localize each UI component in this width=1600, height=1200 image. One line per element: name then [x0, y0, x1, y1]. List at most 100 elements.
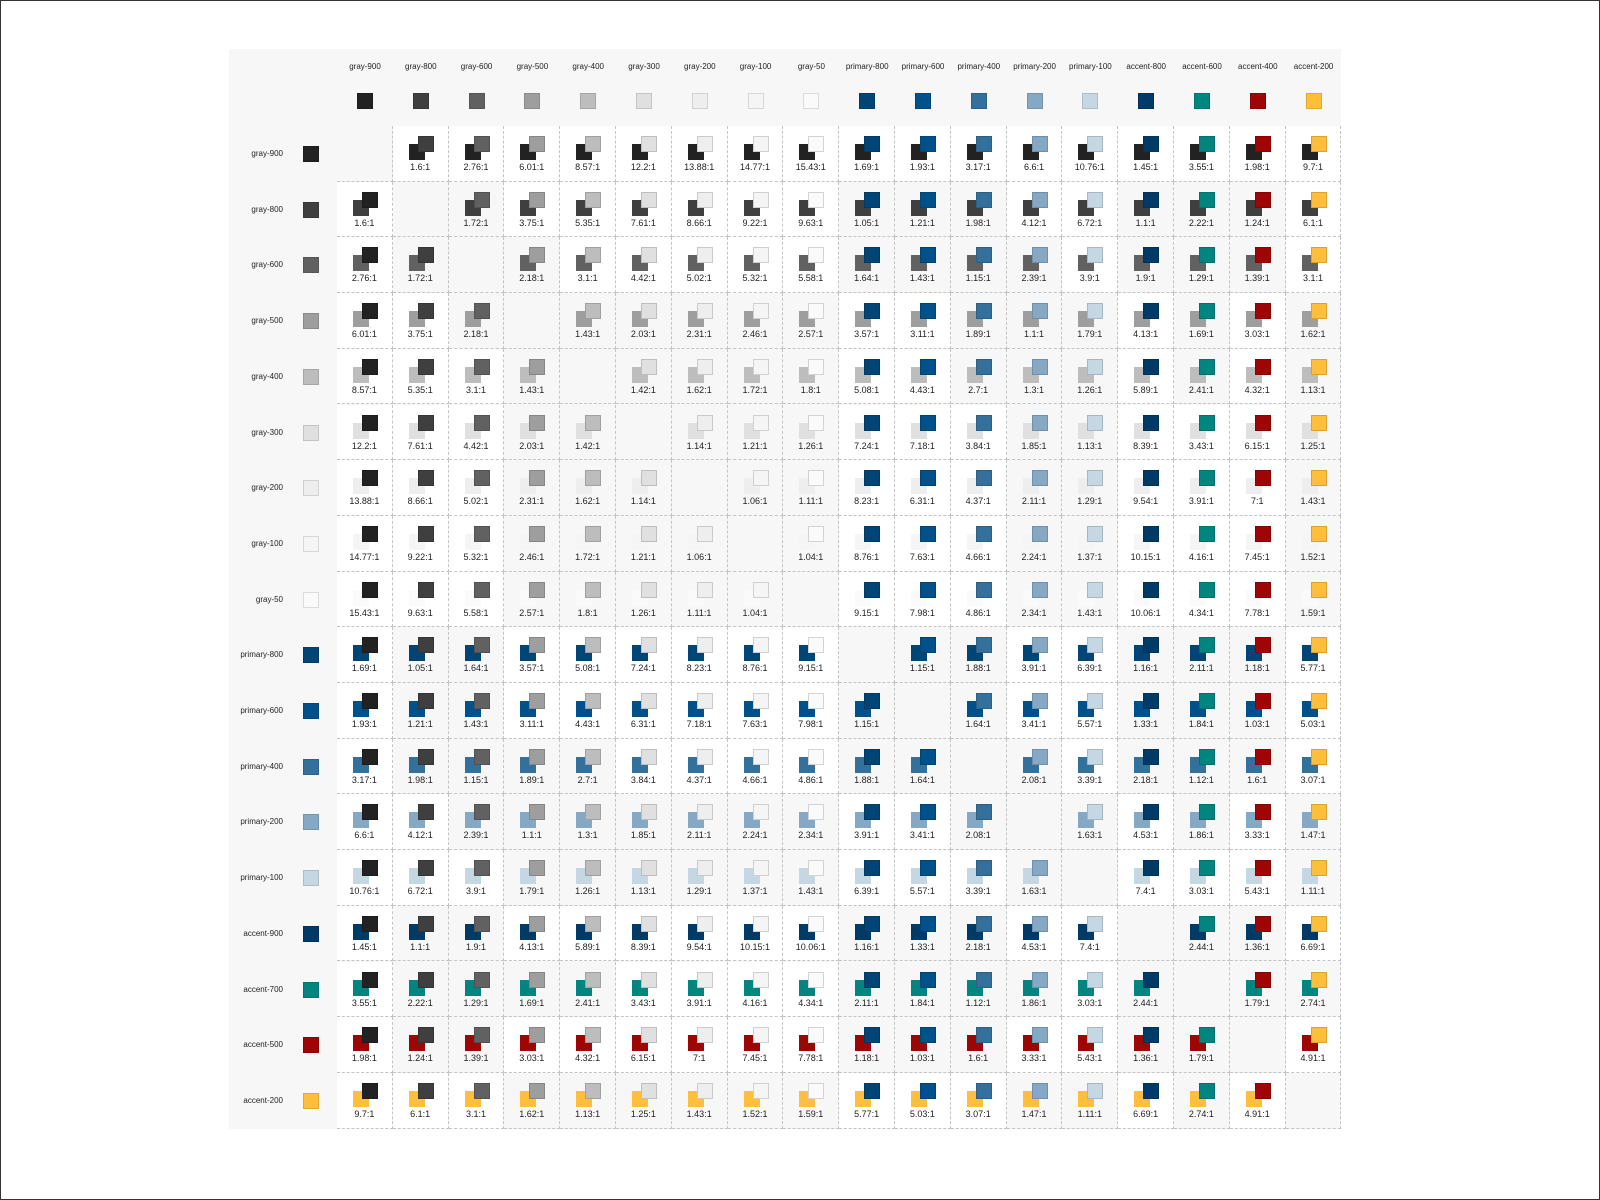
column-color-sample: [1310, 581, 1327, 598]
contrast-ratio: 5.35:1: [575, 217, 601, 228]
matrix-cell: 1.43:1: [783, 850, 840, 906]
column-color-sample: [1143, 860, 1160, 877]
contrast-ratio: 1.85:1: [630, 830, 656, 841]
matrix-cell: 3.03:1: [1062, 961, 1119, 1018]
column-color-sample: [473, 804, 490, 821]
column-color-sample: [920, 247, 936, 264]
column-color-sample: [473, 693, 490, 709]
column-color-sample: [473, 748, 490, 765]
contrast-ratio: 1.69:1: [854, 162, 880, 172]
contrast-ratio: 1.72:1: [463, 217, 489, 228]
column-color-sample: [473, 303, 490, 320]
contrast-ratio: 1.43:1: [686, 1108, 712, 1119]
column-color-sample: [1143, 971, 1160, 988]
contrast-ratio: 3.84:1: [965, 440, 991, 451]
matrix-cell: 12.2:1: [337, 404, 393, 461]
column-color-sample: [417, 971, 434, 988]
column-color-sample: [641, 581, 657, 598]
column-color-sample: [362, 247, 378, 264]
contrast-ratio: 3.41:1: [1021, 719, 1047, 729]
column-color-sample: [696, 136, 713, 152]
column-color-sample: [1143, 525, 1160, 542]
contrast-ratio: 6.31:1: [630, 719, 656, 729]
contrast-ratio: 1.04:1: [742, 607, 768, 618]
column-color-sample: [920, 136, 936, 152]
contrast-ratio: 8.57:1: [575, 162, 601, 172]
column-color-sample: [1087, 247, 1104, 264]
column-color-sample: [529, 860, 546, 877]
contrast-ratio: 1.33:1: [909, 941, 935, 952]
column-color-sample: [1031, 1082, 1048, 1099]
matrix-cell: 3.07:1: [950, 1072, 1007, 1129]
matrix-cell: 1.04:1: [783, 515, 840, 572]
matrix-cell: 2.34:1: [783, 794, 840, 851]
matrix-cell: 3.84:1: [950, 404, 1007, 461]
column-color-sample: [975, 358, 992, 375]
matrix-cell: 2.18:1: [1118, 738, 1174, 795]
column-color-sample: [1254, 860, 1271, 877]
matrix-cell: 1.62:1: [671, 348, 728, 405]
matrix-cell: 1.39:1: [1229, 237, 1286, 294]
column-color-sample: [864, 1027, 881, 1044]
matrix-cell: 1.63:1: [1062, 794, 1119, 851]
column-color-sample: [1310, 748, 1327, 765]
contrast-ratio: 1.64:1: [463, 663, 489, 674]
matrix-cell: 4.16:1: [1174, 515, 1230, 572]
row-color-swatch: [303, 257, 319, 274]
contrast-ratio: 1.63:1: [1077, 830, 1103, 841]
contrast-ratio: 2.11:1: [687, 830, 712, 841]
column-color-sample: [529, 693, 546, 709]
matrix-cell: 3.1:1: [448, 348, 505, 405]
column-color-sample: [362, 414, 378, 431]
column-color-swatch: [524, 93, 541, 109]
matrix-cell-empty: [448, 237, 505, 294]
matrix-cell: 7:1: [671, 1017, 728, 1073]
matrix-cell: 1.59:1: [1285, 571, 1342, 628]
column-color-sample: [752, 637, 769, 654]
matrix-cell: 1.05:1: [839, 181, 895, 238]
matrix-cell: 1.05:1: [392, 627, 449, 683]
matrix-cell: 1.89:1: [504, 738, 561, 795]
column-color-sample: [641, 637, 657, 654]
contrast-ratio: 1.15:1: [463, 774, 489, 785]
contrast-ratio: 5.89:1: [1133, 384, 1159, 395]
contrast-ratio: 4.32:1: [575, 1053, 601, 1064]
matrix-cell: 2.74:1: [1174, 1072, 1230, 1129]
contrast-ratio: 1.37:1: [742, 886, 768, 897]
column-color-swatch: [970, 93, 987, 109]
column-color-sample: [585, 748, 602, 765]
matrix-cell: 1.1:1: [1006, 293, 1063, 349]
row-header-label: primary-200: [240, 817, 283, 827]
matrix-cell: 6.1:1: [392, 1072, 449, 1129]
column-color-sample: [1087, 191, 1104, 208]
matrix-cell: 1.04:1: [727, 571, 784, 628]
matrix-cell: 6.1:1: [1285, 181, 1342, 238]
matrix-cell: 1.18:1: [1229, 627, 1286, 683]
column-color-sample: [864, 470, 881, 487]
matrix-cell: 1.11:1: [671, 571, 728, 628]
contrast-ratio: 4.37:1: [965, 496, 991, 507]
contrast-ratio: 7.98:1: [798, 719, 824, 729]
matrix-cell: 1.8:1: [783, 348, 840, 405]
column-color-sample: [1199, 191, 1215, 208]
matrix-cell: 14.77:1: [337, 515, 393, 572]
matrix-cell: 3.33:1: [1229, 794, 1286, 851]
contrast-ratio: 1.43:1: [463, 719, 489, 729]
contrast-ratio: 3.55:1: [1188, 162, 1214, 172]
column-color-sample: [808, 414, 825, 431]
column-color-sample: [585, 470, 602, 487]
row-color-swatch: [303, 925, 319, 942]
contrast-ratio: 6.01:1: [351, 329, 377, 340]
contrast-ratio: 3.43:1: [1188, 440, 1214, 451]
contrast-ratio: 1.36:1: [1133, 1053, 1159, 1064]
column-color-sample: [864, 191, 881, 208]
column-header-label: gray-500: [516, 62, 549, 71]
column-color-sample: [1087, 136, 1104, 152]
contrast-ratio: 1.88:1: [965, 663, 991, 674]
column-color-sample: [752, 581, 769, 598]
column-color-sample: [920, 581, 936, 598]
contrast-ratio: 1.88:1: [854, 774, 880, 785]
matrix-cell: 2.7:1: [950, 348, 1007, 405]
column-color-sample: [362, 971, 378, 988]
matrix-cell: 4.34:1: [783, 961, 840, 1018]
